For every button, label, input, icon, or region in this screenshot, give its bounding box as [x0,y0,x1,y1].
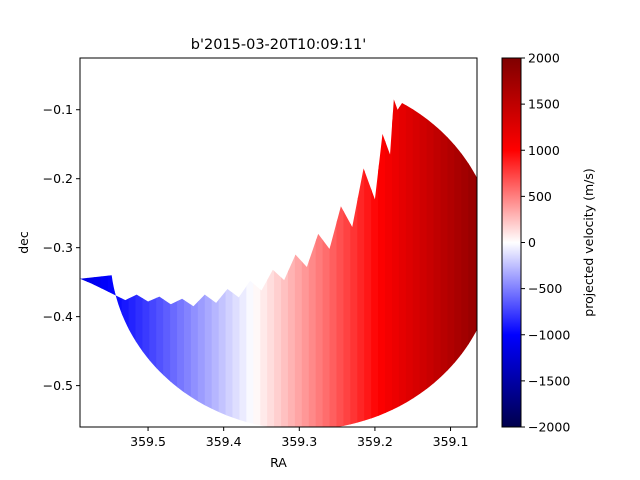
x-axis-label: RA [270,455,287,470]
velocity-band [287,99,296,427]
velocity-band [440,99,449,427]
plot-frame [79,57,478,428]
velocity-band [329,99,338,427]
y-tick-label: −0.3 [43,240,73,255]
y-tick-label: −0.5 [43,378,73,393]
velocity-band [350,99,359,427]
velocity-band [433,99,442,427]
velocity-band [357,99,365,427]
velocity-band [336,99,345,427]
velocity-band [482,58,490,427]
chart-title: b'2015-03-20T10:09:11' [191,37,366,53]
x-tick-label: 359.4 [206,434,242,449]
velocity-band [405,99,414,427]
velocity-band [461,99,469,427]
colorbar-tick-label: −1000 [528,327,570,342]
y-tick-label: −0.2 [43,171,73,186]
velocity-band [308,99,317,427]
x-tick-label: 359.1 [433,434,469,449]
velocity-band [454,99,463,427]
x-tick-label: 359.2 [357,434,393,449]
x-tick-label: 359.5 [130,434,166,449]
colorbar-tick-label: −2000 [528,420,570,435]
velocity-band [426,99,435,427]
velocity-band [489,58,497,427]
velocity-band [475,99,477,427]
velocity-band [419,99,428,427]
x-axis-ticks: 359.5 359.4 359.3 359.2 359.1 [130,427,468,449]
velocity-band [322,99,331,427]
colorbar-tick-label: 2000 [528,51,560,66]
velocity-band [294,99,303,427]
colorbar-ticks: 2000 1500 1000 500 0 −500 −1000 −1500 −2000 [521,51,570,435]
colorbar-tick-label: 500 [528,189,552,204]
colorbar-tick-label: 0 [528,235,536,250]
velocity-band [385,99,393,427]
velocity-band [343,99,352,427]
velocity-band [447,99,456,427]
colorbar-tick-label: −500 [528,281,562,296]
colorbar-tick-label: 1000 [528,143,560,158]
y-axis-label: dec [16,231,31,254]
colorbar-tick-label: −1500 [528,373,570,388]
y-tick-label: −0.4 [43,309,73,324]
velocity-band [391,99,400,427]
colorbar [501,57,522,428]
y-tick-label: −0.1 [43,102,73,117]
colorbar-label: projected velocity (m/s) [581,168,596,316]
x-tick-label: 359.3 [281,434,317,449]
velocity-band [468,99,476,427]
velocity-band [412,99,421,427]
colorbar-tick-label: 1500 [528,97,560,112]
velocity-band [364,99,372,427]
velocity-band [315,99,324,427]
y-axis-ticks: −0.1 −0.2 −0.3 −0.4 −0.5 [43,102,80,393]
velocity-band [371,99,379,427]
velocity-band [378,99,386,427]
velocity-band [398,99,407,427]
